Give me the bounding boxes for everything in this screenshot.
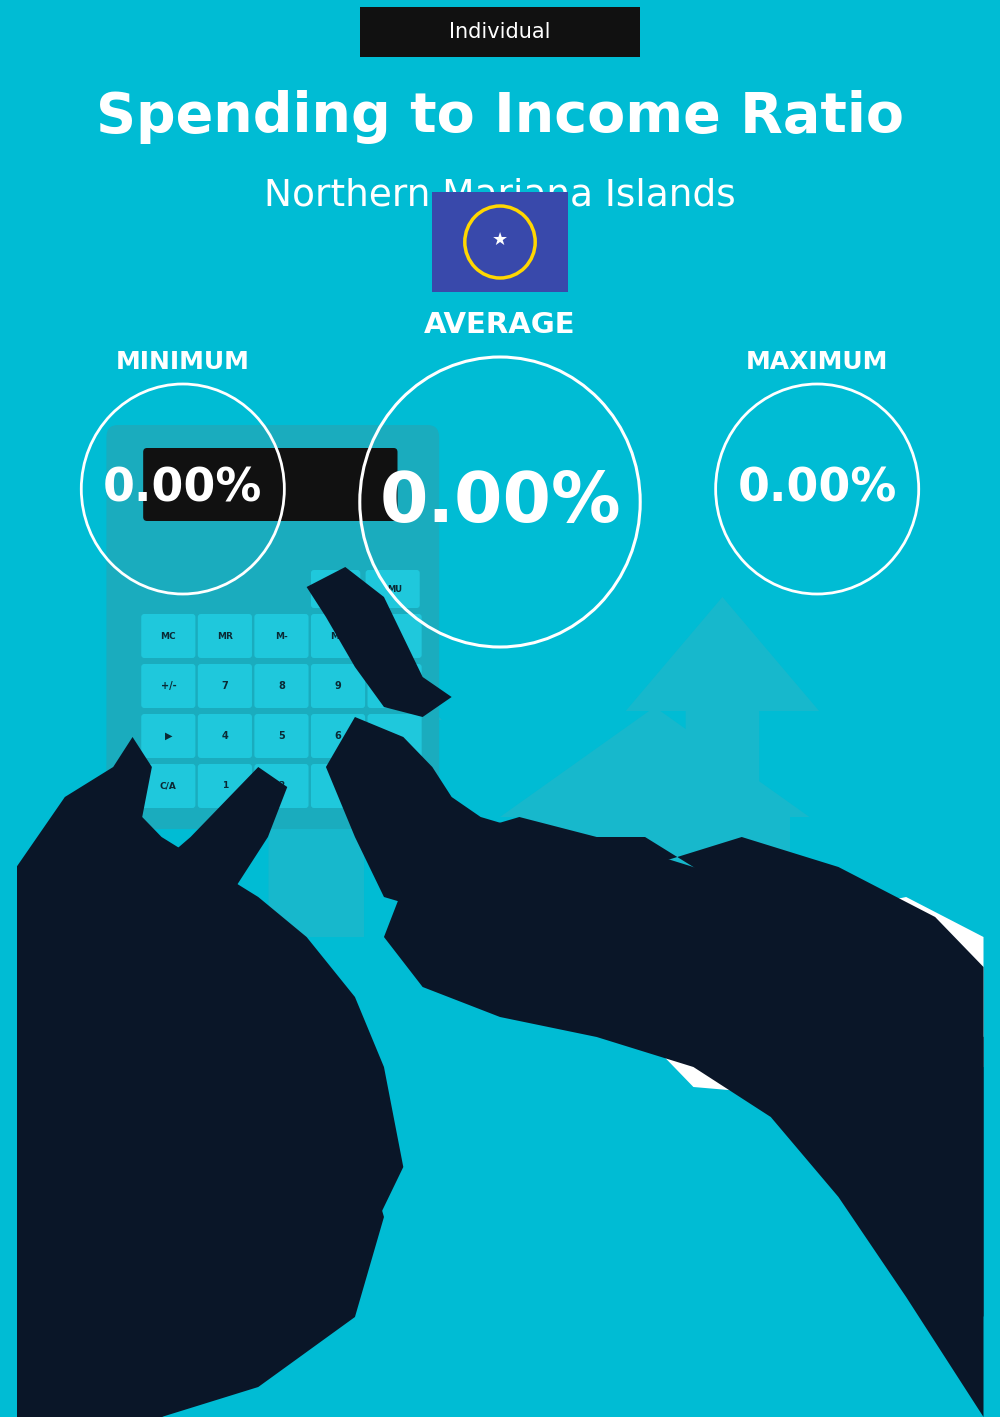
Text: 0.00%: 0.00%	[737, 466, 897, 512]
Text: 2: 2	[278, 782, 285, 791]
FancyBboxPatch shape	[776, 1006, 872, 1017]
Polygon shape	[500, 707, 809, 818]
Text: AVERAGE: AVERAGE	[424, 310, 576, 339]
Text: x: x	[391, 682, 398, 691]
FancyBboxPatch shape	[311, 570, 360, 608]
FancyBboxPatch shape	[198, 614, 252, 657]
Text: MU: MU	[388, 584, 403, 594]
FancyBboxPatch shape	[254, 665, 309, 708]
Polygon shape	[384, 818, 984, 1417]
FancyBboxPatch shape	[368, 764, 422, 808]
Text: 5: 5	[278, 731, 285, 741]
FancyBboxPatch shape	[141, 614, 195, 657]
Polygon shape	[645, 897, 984, 1097]
FancyBboxPatch shape	[368, 665, 422, 708]
Text: MINIMUM: MINIMUM	[116, 350, 250, 374]
Text: M-: M-	[275, 632, 288, 640]
Circle shape	[744, 1009, 817, 1085]
Polygon shape	[16, 767, 384, 1417]
Text: 7: 7	[222, 682, 228, 691]
Text: Spending to Income Ratio: Spending to Income Ratio	[96, 91, 904, 145]
Text: MAXIMUM: MAXIMUM	[746, 350, 888, 374]
FancyBboxPatch shape	[311, 614, 365, 657]
Text: M+: M+	[330, 632, 346, 640]
Text: 4: 4	[222, 731, 228, 741]
FancyBboxPatch shape	[366, 570, 420, 608]
FancyBboxPatch shape	[776, 954, 872, 965]
Text: %: %	[331, 584, 340, 594]
Polygon shape	[326, 717, 984, 1417]
Polygon shape	[626, 597, 819, 897]
Circle shape	[770, 1005, 791, 1026]
FancyBboxPatch shape	[628, 927, 682, 1017]
Text: 1: 1	[222, 782, 228, 791]
Text: +/-: +/-	[161, 682, 176, 691]
FancyBboxPatch shape	[143, 448, 397, 521]
Text: Individual: Individual	[449, 21, 551, 41]
Text: MR: MR	[217, 632, 233, 640]
FancyBboxPatch shape	[311, 764, 365, 808]
Text: :: :	[393, 632, 396, 640]
Text: Northern Mariana Islands: Northern Mariana Islands	[264, 177, 736, 213]
FancyBboxPatch shape	[776, 993, 872, 1005]
FancyBboxPatch shape	[776, 941, 872, 952]
FancyBboxPatch shape	[254, 764, 309, 808]
Text: 0.00%: 0.00%	[379, 469, 621, 536]
Text: ▶: ▶	[165, 731, 172, 741]
FancyBboxPatch shape	[519, 818, 790, 1017]
Text: ★: ★	[492, 231, 508, 249]
FancyBboxPatch shape	[141, 714, 195, 758]
FancyBboxPatch shape	[198, 764, 252, 808]
FancyBboxPatch shape	[311, 714, 365, 758]
Text: $: $	[859, 1049, 886, 1085]
Text: 9: 9	[335, 682, 341, 691]
Text: 3: 3	[335, 782, 341, 791]
FancyBboxPatch shape	[776, 966, 872, 978]
FancyBboxPatch shape	[141, 764, 195, 808]
Text: C/A: C/A	[160, 782, 177, 791]
Circle shape	[812, 1000, 932, 1124]
FancyBboxPatch shape	[368, 614, 422, 657]
Text: 8: 8	[278, 682, 285, 691]
Circle shape	[854, 992, 890, 1030]
Text: 6: 6	[335, 731, 341, 741]
FancyBboxPatch shape	[703, 687, 744, 762]
FancyBboxPatch shape	[776, 981, 872, 990]
FancyBboxPatch shape	[198, 714, 252, 758]
FancyBboxPatch shape	[368, 714, 422, 758]
Text: -: -	[393, 731, 397, 741]
FancyBboxPatch shape	[254, 714, 309, 758]
Polygon shape	[16, 737, 403, 1417]
Text: 0.00%: 0.00%	[103, 466, 263, 512]
FancyBboxPatch shape	[254, 614, 309, 657]
FancyBboxPatch shape	[360, 7, 640, 57]
Polygon shape	[191, 587, 442, 937]
FancyBboxPatch shape	[198, 665, 252, 708]
FancyBboxPatch shape	[106, 425, 439, 829]
Polygon shape	[307, 567, 452, 717]
Text: $: $	[773, 1041, 788, 1061]
Polygon shape	[16, 897, 287, 1097]
FancyBboxPatch shape	[432, 191, 568, 292]
Text: MC: MC	[161, 632, 176, 640]
FancyBboxPatch shape	[141, 665, 195, 708]
FancyBboxPatch shape	[311, 665, 365, 708]
